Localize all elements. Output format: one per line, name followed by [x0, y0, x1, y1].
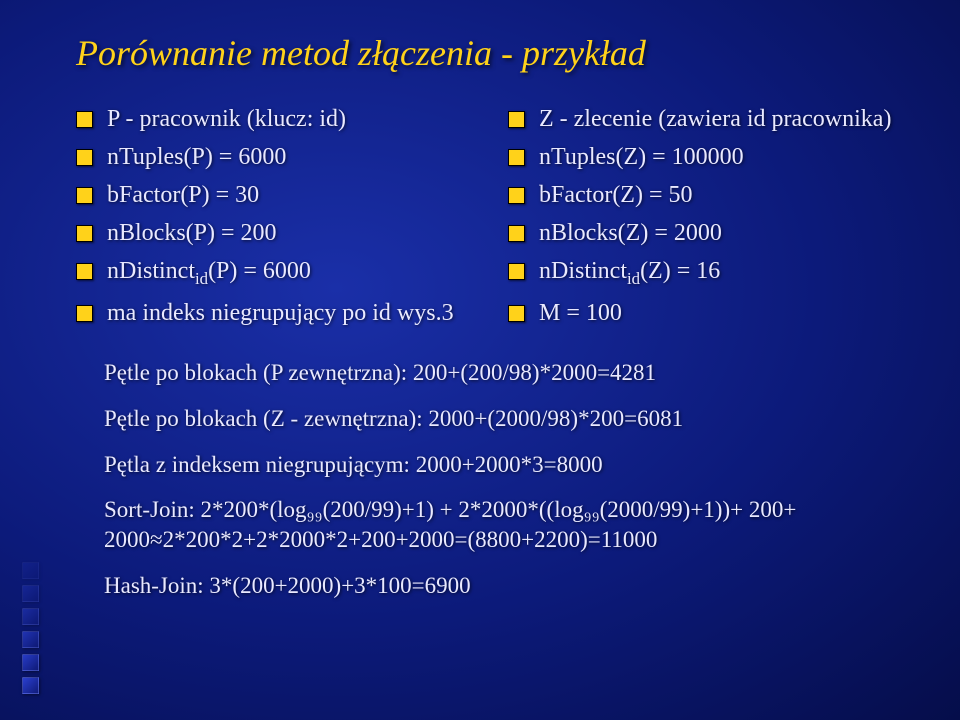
- item-text: nTuples(P) = 6000: [107, 142, 286, 172]
- columns: P - pracownik (klucz: id) nTuples(P) = 6…: [76, 104, 912, 336]
- bullet-icon: [508, 225, 525, 242]
- calc-line: Sort-Join: 2*200*(log₉₉(200/99)+1) + 2*2…: [104, 495, 912, 555]
- item-text: nDistinctid(P) = 6000: [107, 256, 311, 290]
- item-text: Z - zlecenie (zawiera id pracownika): [539, 104, 891, 134]
- calc-line: Hash-Join: 3*(200+2000)+3*100=6900: [104, 571, 912, 601]
- calc-line: Pętle po blokach (P zewnętrzna): 200+(20…: [104, 358, 912, 388]
- bullet-icon: [508, 187, 525, 204]
- bullet-icon: [76, 263, 93, 280]
- item-text: nDistinctid(Z) = 16: [539, 256, 720, 290]
- item-text: M = 100: [539, 298, 622, 328]
- list-item: nTuples(P) = 6000: [76, 142, 480, 172]
- list-item: bFactor(Z) = 50: [508, 180, 912, 210]
- slide: Porównanie metod złączenia - przykład P …: [0, 0, 960, 720]
- bullet-icon: [76, 187, 93, 204]
- item-text: nBlocks(Z) = 2000: [539, 218, 722, 248]
- calc-line: Pętla z indeksem niegrupującym: 2000+200…: [104, 450, 912, 480]
- list-item: M = 100: [508, 298, 912, 328]
- item-text: nBlocks(P) = 200: [107, 218, 277, 248]
- right-column: Z - zlecenie (zawiera id pracownika) nTu…: [508, 104, 912, 336]
- item-text: bFactor(P) = 30: [107, 180, 259, 210]
- bullet-icon: [76, 305, 93, 322]
- calculation-lines: Pętle po blokach (P zewnętrzna): 200+(20…: [104, 358, 912, 601]
- bullet-icon: [508, 263, 525, 280]
- bullet-icon: [76, 225, 93, 242]
- decorative-stack-icon: [22, 556, 39, 694]
- item-text: nTuples(Z) = 100000: [539, 142, 744, 172]
- bullet-icon: [76, 111, 93, 128]
- bullet-icon: [508, 305, 525, 322]
- item-text: ma indeks niegrupujący po id wys.3: [107, 298, 454, 328]
- item-text: P - pracownik (klucz: id): [107, 104, 346, 134]
- list-item: bFactor(P) = 30: [76, 180, 480, 210]
- item-text: bFactor(Z) = 50: [539, 180, 693, 210]
- bullet-icon: [508, 149, 525, 166]
- list-item: nBlocks(Z) = 2000: [508, 218, 912, 248]
- list-item: nDistinctid(P) = 6000: [76, 256, 480, 290]
- list-item: nBlocks(P) = 200: [76, 218, 480, 248]
- list-item: nDistinctid(Z) = 16: [508, 256, 912, 290]
- calc-line: Pętle po blokach (Z - zewnętrzna): 2000+…: [104, 404, 912, 434]
- slide-title: Porównanie metod złączenia - przykład: [76, 32, 912, 74]
- left-column: P - pracownik (klucz: id) nTuples(P) = 6…: [76, 104, 480, 336]
- list-item: Z - zlecenie (zawiera id pracownika): [508, 104, 912, 134]
- list-item: P - pracownik (klucz: id): [76, 104, 480, 134]
- list-item: ma indeks niegrupujący po id wys.3: [76, 298, 480, 328]
- bullet-icon: [508, 111, 525, 128]
- bullet-icon: [76, 149, 93, 166]
- list-item: nTuples(Z) = 100000: [508, 142, 912, 172]
